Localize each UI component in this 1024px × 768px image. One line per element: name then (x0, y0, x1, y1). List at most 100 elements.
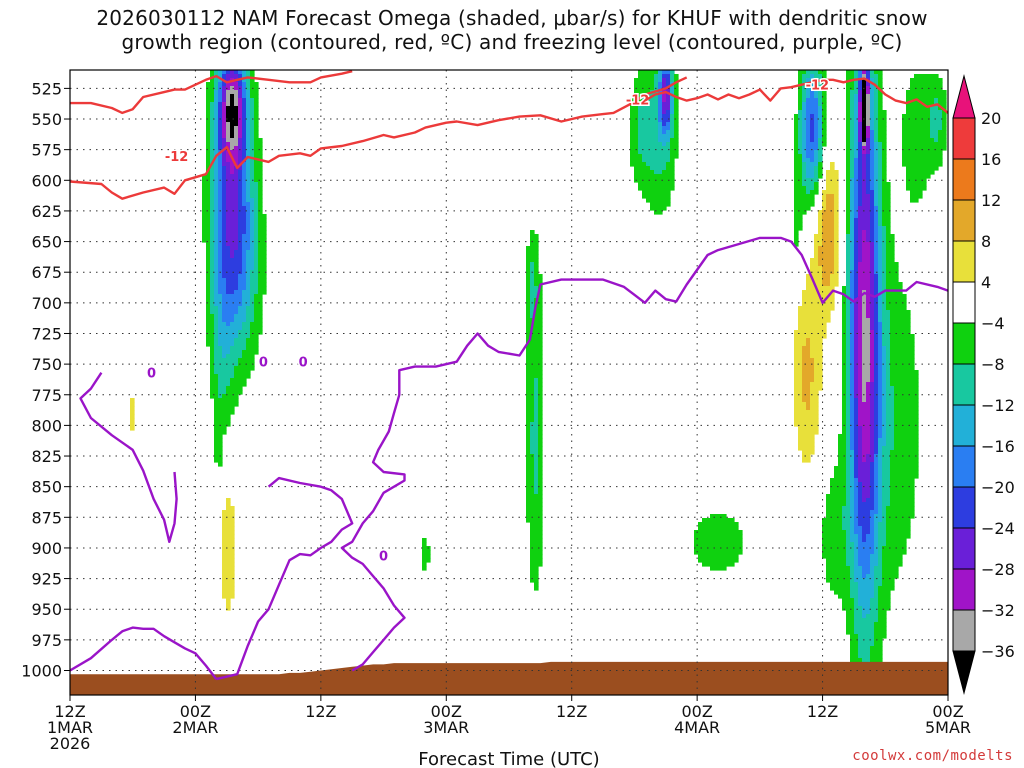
omega-cell (886, 510, 915, 515)
omega-cell (874, 146, 879, 151)
omega-cell (530, 434, 539, 439)
omega-cell (226, 290, 235, 295)
omega-cell (930, 114, 943, 119)
omega-cell (258, 270, 267, 275)
omega-cell (862, 426, 871, 431)
omega-cell (850, 210, 855, 215)
omega-cell (878, 194, 883, 199)
freezing-contour (340, 236, 948, 672)
omega-cell (242, 186, 247, 191)
omega-cell (846, 238, 851, 243)
omega-cell (878, 390, 883, 395)
omega-cell (210, 310, 219, 315)
omega-cell (666, 94, 671, 99)
omega-cell (818, 246, 835, 251)
y-tick-label: 800 (31, 416, 62, 435)
omega-cell (226, 234, 239, 239)
omega-cell (842, 370, 847, 375)
omega-cell (210, 142, 215, 147)
omega-cell (802, 90, 807, 95)
omega-cell (862, 98, 867, 103)
omega-cell (214, 438, 223, 443)
omega-cell (526, 302, 531, 307)
omega-cell (530, 522, 543, 527)
omega-cell (890, 450, 919, 455)
omega-cell (794, 162, 803, 167)
omega-cell (258, 198, 263, 203)
omega-cell (882, 174, 887, 179)
omega-cell (866, 82, 871, 87)
omega-cell (218, 202, 223, 207)
omega-cell (530, 290, 539, 295)
omega-cell (222, 106, 227, 111)
omega-cell (822, 282, 831, 287)
omega-cell (222, 518, 235, 523)
omega-cell (250, 278, 259, 283)
omega-cell (894, 414, 919, 419)
omega-cell (534, 310, 543, 315)
omega-cell (842, 394, 847, 399)
omega-cell (834, 258, 839, 263)
omega-cell (934, 98, 939, 103)
omega-cell (890, 326, 911, 331)
omega-cell (670, 78, 675, 83)
omega-cell (254, 154, 263, 159)
omega-cell (222, 158, 227, 163)
omega-cell (894, 434, 919, 439)
omega-cell (818, 258, 835, 263)
omega-cell (882, 434, 887, 439)
omega-cell (226, 118, 239, 123)
omega-cell (874, 314, 879, 319)
omega-cell (846, 158, 851, 163)
omega-cell (850, 498, 855, 503)
omega-cell (698, 554, 739, 559)
omega-cell (862, 146, 867, 151)
omega-cell (226, 150, 239, 155)
omega-cell (894, 446, 919, 451)
omega-cell (878, 506, 883, 511)
omega-cell (834, 238, 839, 243)
omega-cell (214, 206, 219, 211)
omega-cell (258, 238, 267, 243)
omega-cell (878, 306, 883, 311)
omega-cell (878, 442, 887, 447)
omega-cell (846, 262, 851, 267)
omega-cell (130, 410, 135, 415)
omega-shading (130, 70, 947, 695)
omega-cell (874, 322, 879, 327)
omega-cell (226, 506, 235, 511)
omega-cell (850, 234, 855, 239)
omega-cell (878, 74, 883, 79)
omega-cell (850, 658, 863, 663)
omega-cell (818, 230, 823, 235)
omega-cell (218, 126, 223, 131)
omega-cell (242, 270, 247, 275)
omega-cell (854, 402, 859, 407)
omega-cell (238, 126, 243, 131)
omega-cell (242, 198, 247, 203)
omega-cell (874, 410, 879, 415)
omega-cell (846, 178, 851, 183)
omega-cell (858, 470, 871, 475)
omega-cell (858, 278, 871, 283)
omega-cell (878, 90, 883, 95)
omega-cell (526, 410, 535, 415)
omega-cell (214, 130, 219, 135)
omega-cell (254, 174, 263, 179)
omega-cell (526, 358, 543, 363)
omega-cell (254, 166, 263, 171)
omega-cell (822, 194, 827, 199)
omega-cell (850, 378, 855, 383)
omega-cell (250, 182, 259, 187)
omega-cell (210, 350, 215, 355)
omega-cell (870, 442, 875, 447)
omega-cell (886, 346, 891, 351)
omega-cell (226, 194, 239, 199)
omega-cell (246, 102, 251, 107)
omega-cell (242, 134, 247, 139)
omega-cell (858, 638, 875, 643)
omega-cell (670, 142, 679, 147)
omega-cell (826, 566, 851, 571)
omega-cell (210, 194, 215, 199)
omega-cell (882, 182, 891, 187)
